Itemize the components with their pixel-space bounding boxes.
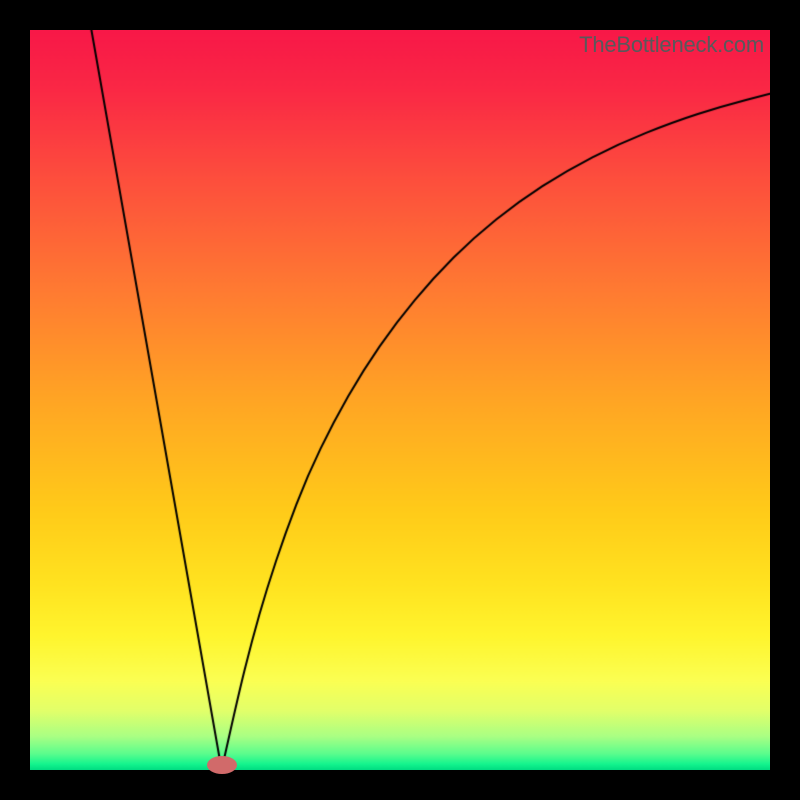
attribution-text: TheBottleneck.com <box>579 30 770 58</box>
minimum-marker <box>207 756 237 774</box>
chart-canvas <box>30 30 770 770</box>
chart-frame: TheBottleneck.com <box>0 0 800 800</box>
plot-area: TheBottleneck.com <box>30 30 770 770</box>
